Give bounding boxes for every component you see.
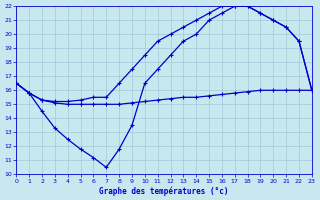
X-axis label: Graphe des températures (°c): Graphe des températures (°c) <box>99 186 229 196</box>
